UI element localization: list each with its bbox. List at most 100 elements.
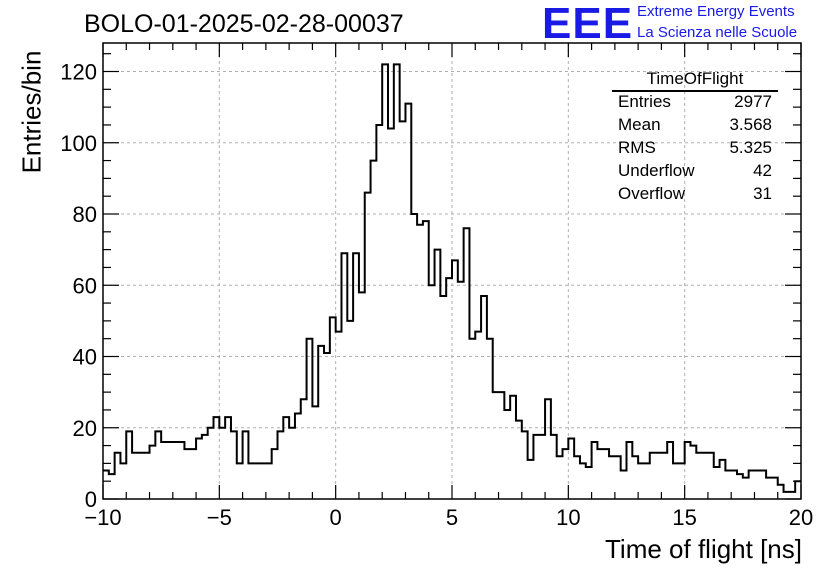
- histogram-bin: [266, 463, 272, 499]
- histogram-bin: [539, 435, 545, 499]
- stats-row-overflow: Overflow 31: [618, 184, 772, 206]
- stats-row-underflow: Underflow 42: [618, 161, 772, 183]
- y-tick-label: 100: [60, 131, 97, 156]
- histogram-bin: [202, 435, 208, 499]
- histogram-bin: [784, 492, 790, 499]
- x-tick-label: 15: [672, 505, 696, 530]
- histogram-bin: [458, 282, 464, 499]
- histogram-bin: [743, 478, 749, 499]
- stats-key: RMS: [618, 138, 656, 157]
- histogram-bin: [516, 421, 522, 499]
- histogram-bin: [248, 463, 254, 499]
- histogram-bin: [312, 406, 318, 499]
- histogram-bin: [371, 161, 377, 499]
- histogram-bin: [609, 456, 615, 499]
- stats-title: TimeOfFlight: [646, 69, 744, 88]
- histogram-bin: [766, 478, 772, 499]
- y-tick-label: 120: [60, 60, 97, 85]
- histogram-bin: [173, 442, 179, 499]
- histogram-bin: [237, 463, 243, 499]
- histogram-bin: [696, 453, 702, 499]
- stats-row-entries: Entries 2977: [618, 92, 772, 114]
- histogram-bin: [440, 296, 446, 499]
- y-axis-label: Entries/bin: [16, 50, 47, 174]
- stats-value: 5.325: [729, 138, 772, 157]
- histogram-bin: [679, 463, 685, 499]
- histogram-bin: [394, 64, 400, 499]
- histogram-bin: [132, 453, 138, 499]
- y-tick-label: 60: [73, 273, 97, 298]
- histogram-bin: [219, 428, 225, 499]
- histogram-bin: [597, 449, 603, 499]
- histogram-bin: [376, 125, 382, 499]
- stats-key: Overflow: [618, 184, 686, 203]
- histogram-bin: [120, 463, 126, 499]
- stats-value: 31: [753, 184, 772, 203]
- x-tick-label: 20: [789, 505, 813, 530]
- histogram-bin: [289, 428, 295, 499]
- stats-row-rms: RMS 5.325: [618, 138, 772, 160]
- histogram-bin: [179, 442, 185, 499]
- histogram-bin: [417, 225, 423, 499]
- histogram-bin: [725, 471, 731, 500]
- x-tick-label: 10: [556, 505, 580, 530]
- histogram-bin: [347, 321, 353, 499]
- histogram-outline: [103, 63, 801, 493]
- x-tick-label: −5: [207, 505, 232, 530]
- histogram-bin: [702, 453, 708, 499]
- histogram-bin: [138, 453, 144, 499]
- histogram-bin: [469, 339, 475, 499]
- histogram-bin: [528, 460, 534, 499]
- logo-caption-line1: Extreme Energy Events: [637, 3, 795, 20]
- histogram-bin: [586, 467, 592, 499]
- histogram-bin: [661, 453, 667, 499]
- y-tick-label: 20: [73, 416, 97, 441]
- x-tick-label: −10: [84, 505, 121, 530]
- run-title: BOLO-01-2025-02-28-00037: [84, 10, 404, 38]
- histogram-bin: [557, 456, 563, 499]
- stats-value: 3.568: [729, 115, 772, 134]
- histogram-bin: [109, 474, 115, 499]
- y-tick-label: 0: [85, 487, 97, 512]
- stats-divider: [612, 90, 778, 92]
- histogram-bin: [446, 278, 452, 499]
- eee-logo-mark: EEE: [542, 0, 634, 48]
- histogram-bin: [167, 442, 173, 499]
- histogram-bin: [254, 463, 260, 499]
- histogram-bin: [621, 471, 627, 500]
- stats-key: Underflow: [618, 161, 695, 180]
- stats-value: 42: [753, 161, 772, 180]
- x-tick-label: 5: [446, 505, 458, 530]
- histogram-bin: [161, 442, 167, 499]
- stats-key: Mean: [618, 115, 661, 134]
- histogram-bin: [644, 463, 650, 499]
- histogram-bin: [638, 463, 644, 499]
- histogram-bin: [673, 463, 679, 499]
- histogram-bin: [190, 449, 196, 499]
- y-tick-label: 80: [73, 202, 97, 227]
- histogram-bin: [429, 285, 435, 499]
- histogram-bin: [400, 121, 406, 499]
- histogram-bin: [580, 463, 586, 499]
- histogram-bin: [388, 129, 394, 500]
- histogram-bin: [714, 467, 720, 499]
- histogram-bin: [493, 392, 499, 499]
- histogram-bin: [359, 292, 365, 499]
- histogram-bin: [504, 410, 510, 499]
- histogram-bin: [144, 453, 150, 499]
- histogram-bin: [208, 428, 214, 499]
- stats-key: Entries: [618, 92, 671, 111]
- histogram-bin: [452, 260, 458, 499]
- histogram-bin: [260, 463, 266, 499]
- histogram-bin: [184, 449, 190, 499]
- logo-caption-line2: La Scienza nelle Scuole: [637, 24, 798, 41]
- histogram-bin: [324, 353, 330, 499]
- histogram-bin: [789, 492, 795, 499]
- histogram-bin: [754, 471, 760, 500]
- histogram-bin: [382, 64, 388, 499]
- stats-value: 2977: [734, 92, 772, 111]
- x-tick-label: 0: [330, 505, 342, 530]
- x-axis-label: Time of flight [ns]: [605, 534, 802, 564]
